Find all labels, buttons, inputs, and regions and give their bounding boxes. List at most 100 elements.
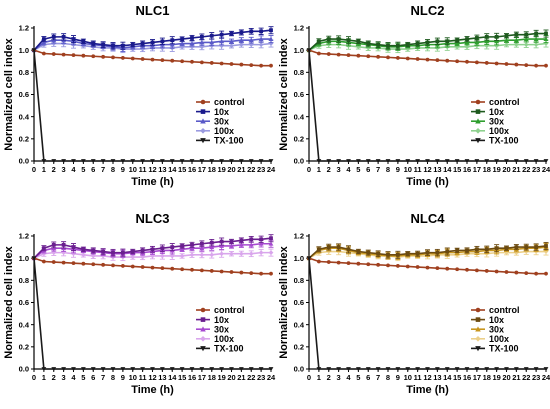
x-tick-label: 11 <box>139 165 147 174</box>
data-point <box>238 37 244 43</box>
data-point <box>455 38 460 43</box>
x-tick-label: 11 <box>414 373 422 382</box>
x-tick-label: 0 <box>32 165 36 174</box>
data-point <box>523 36 529 41</box>
data-point <box>169 159 175 164</box>
legend-label: 100x <box>214 126 234 136</box>
data-point <box>316 367 322 372</box>
data-point <box>120 264 125 268</box>
data-point <box>543 367 549 372</box>
y-tick-label: 0.6 <box>19 90 29 99</box>
data-point <box>435 266 440 271</box>
x-tick-label: 19 <box>492 373 500 382</box>
data-point <box>61 242 66 247</box>
data-point <box>465 248 469 253</box>
x-tick-label: 1 <box>42 165 46 174</box>
data-point <box>395 43 400 48</box>
data-point <box>544 63 548 68</box>
x-tick-label: 3 <box>337 165 341 174</box>
data-point <box>209 159 215 164</box>
data-point <box>180 59 185 64</box>
data-point <box>238 242 244 247</box>
data-point <box>513 37 519 43</box>
data-point <box>259 29 264 34</box>
data-point <box>514 62 519 67</box>
data-point <box>523 42 529 48</box>
data-point <box>169 253 175 259</box>
data-point <box>444 159 450 164</box>
data-point <box>91 262 96 267</box>
data-point <box>445 58 450 63</box>
data-point <box>474 268 479 273</box>
data-point <box>239 270 244 275</box>
data-point <box>91 248 96 253</box>
y-tick-label: 0.2 <box>294 342 304 351</box>
x-tick-label: 20 <box>227 165 235 174</box>
x-tick-label: 16 <box>188 373 196 382</box>
data-point <box>179 246 185 252</box>
data-point <box>199 245 205 251</box>
data-point <box>366 54 371 59</box>
data-point <box>375 367 381 372</box>
x-tick-label: 10 <box>129 165 137 174</box>
data-point <box>346 159 351 164</box>
y-tick-label: 0.2 <box>19 134 29 143</box>
series-control <box>32 48 273 68</box>
data-point <box>514 270 519 275</box>
legend-marker <box>200 118 206 124</box>
data-point <box>51 242 56 247</box>
x-tick-label: 23 <box>257 165 265 174</box>
legend-label: 30x <box>214 324 229 334</box>
x-axis-title: Time (h) <box>406 176 449 188</box>
data-point <box>326 52 331 56</box>
data-point <box>41 159 47 164</box>
y-tick-label: 0.0 <box>19 157 29 166</box>
legend-label: 30x <box>489 116 504 126</box>
data-point <box>376 251 381 256</box>
data-point <box>425 40 430 45</box>
x-tick-label: 2 <box>52 373 56 382</box>
data-point <box>140 159 146 164</box>
data-point <box>405 42 410 47</box>
legend-marker <box>200 138 206 144</box>
data-point <box>190 36 194 40</box>
data-point <box>405 367 411 372</box>
data-point <box>513 159 519 164</box>
data-point <box>534 245 539 249</box>
data-point <box>150 367 155 372</box>
y-tick-label: 0.4 <box>19 112 30 121</box>
data-point <box>180 267 185 272</box>
data-point <box>455 267 460 272</box>
data-point <box>160 39 165 44</box>
data-point <box>464 159 470 164</box>
data-point <box>249 271 254 276</box>
x-tick-label: 4 <box>346 165 351 174</box>
data-point <box>385 159 391 164</box>
data-point <box>80 252 86 258</box>
data-point <box>268 367 274 372</box>
data-point <box>376 54 381 59</box>
x-tick-label: 5 <box>356 373 360 382</box>
series-tx-100 <box>306 256 549 372</box>
x-tick-label: 15 <box>178 165 186 174</box>
data-point <box>356 249 361 254</box>
data-point <box>415 159 421 164</box>
x-tick-label: 3 <box>62 373 66 382</box>
data-point <box>444 367 450 372</box>
data-point <box>219 243 225 248</box>
data-point <box>504 62 509 66</box>
data-point <box>455 59 460 64</box>
data-point <box>111 55 115 60</box>
legend-label: control <box>214 305 245 315</box>
chart-title: NLC4 <box>411 211 446 226</box>
x-tick-label: 17 <box>198 373 206 382</box>
data-point <box>386 43 390 48</box>
data-point <box>110 367 116 372</box>
data-point <box>160 58 165 63</box>
x-tick-label: 23 <box>257 373 265 382</box>
data-point <box>386 252 390 257</box>
data-point <box>504 367 509 372</box>
